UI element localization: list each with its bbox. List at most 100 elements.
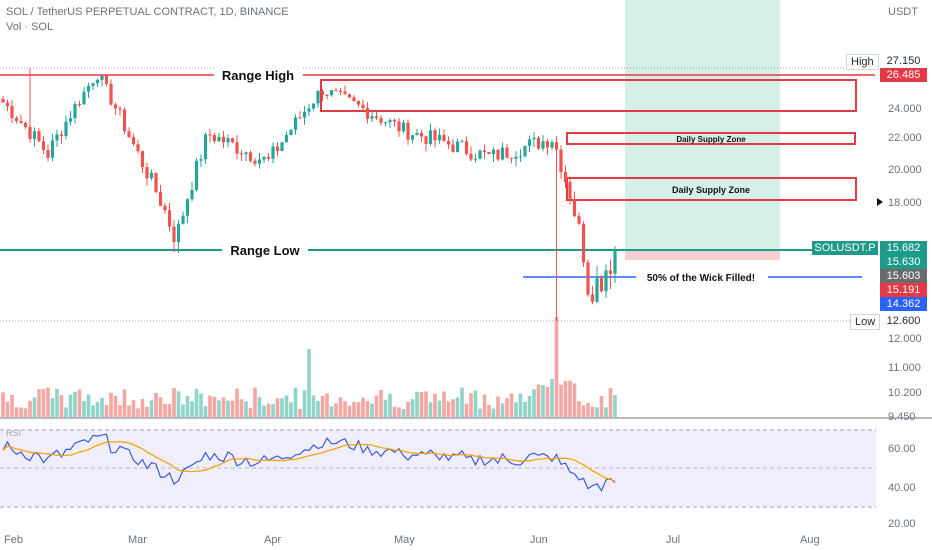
volume-bar xyxy=(46,387,50,417)
candle-body xyxy=(599,278,604,292)
candle-body xyxy=(487,151,491,155)
volume-bar xyxy=(284,395,289,417)
volume-bar xyxy=(536,384,541,417)
volume-bar xyxy=(19,407,23,417)
volume-bar xyxy=(289,402,293,417)
volume-bar xyxy=(140,398,145,417)
candle-body xyxy=(275,146,280,152)
candle-body xyxy=(545,141,550,148)
volume-bar xyxy=(446,401,451,417)
rsi-tick-40: 40.00 xyxy=(888,482,916,494)
candle-body xyxy=(293,117,298,130)
candle-body xyxy=(55,134,59,141)
volume-bar xyxy=(388,393,392,417)
candle-body xyxy=(113,104,118,109)
volume-bar xyxy=(500,403,505,417)
price-tag-4: 15.191 xyxy=(880,283,927,297)
candle-body xyxy=(446,140,451,145)
candle-body xyxy=(271,146,275,159)
candle-body xyxy=(244,152,248,155)
candle-body xyxy=(203,134,208,160)
candle-body xyxy=(46,149,50,158)
candle-body xyxy=(329,90,334,96)
volume-bar xyxy=(275,398,280,417)
volume-bar xyxy=(442,391,446,417)
rsi-ma-line xyxy=(2,441,616,482)
x-tick-apr: Apr xyxy=(264,534,281,546)
volume-bar xyxy=(55,388,59,417)
volume-bar xyxy=(172,388,176,417)
candle-body xyxy=(523,145,527,157)
volume-bar xyxy=(59,395,64,417)
candle-body xyxy=(266,156,271,159)
target-zone[interactable] xyxy=(625,0,780,251)
candle-body xyxy=(338,90,343,92)
candle-body xyxy=(154,172,158,193)
volume-bar xyxy=(77,389,82,417)
candle-body xyxy=(469,153,473,160)
candle-body xyxy=(59,134,64,137)
volume-bar xyxy=(217,400,221,417)
candle-body xyxy=(109,83,113,105)
candle-body xyxy=(419,132,424,137)
volume-bar xyxy=(464,403,469,417)
stop-zone[interactable] xyxy=(625,251,780,260)
wick-note-label: 50% of the Wick Filled! xyxy=(647,273,755,284)
volume-bar xyxy=(370,403,374,417)
candle-body xyxy=(158,192,163,206)
volume-bar xyxy=(32,397,37,417)
volume-bar xyxy=(190,401,194,417)
candle-body xyxy=(167,210,172,227)
volume-bar xyxy=(527,396,532,417)
volume-bar xyxy=(307,349,311,417)
volume-bar xyxy=(185,396,190,417)
candle-body xyxy=(5,102,10,107)
candle-body xyxy=(388,119,392,123)
price-tag-3: 15.603 xyxy=(880,269,927,283)
supply-zone-upper[interactable] xyxy=(320,79,857,112)
candle-body xyxy=(131,137,136,145)
volume-bar xyxy=(334,403,338,417)
candle-body xyxy=(73,103,77,119)
volume-bar xyxy=(365,401,370,417)
candle-body xyxy=(325,94,329,96)
volume-bar xyxy=(73,391,77,417)
volume-bar xyxy=(541,385,545,417)
candle-body xyxy=(311,103,316,109)
candle-body xyxy=(176,223,181,243)
volume-bar xyxy=(554,317,559,417)
volume-bar xyxy=(352,401,356,417)
high-label: High xyxy=(846,54,879,70)
volume-bar xyxy=(212,396,217,417)
volume-bar xyxy=(10,394,14,417)
volume-bar xyxy=(100,397,104,417)
candle-body xyxy=(437,134,442,141)
x-tick-jun: Jun xyxy=(530,534,548,546)
volume-bar xyxy=(460,387,464,417)
last-price-tag: 15.682 xyxy=(880,241,927,255)
volume-bar xyxy=(419,392,424,417)
volume-bar xyxy=(325,393,329,417)
candle-body xyxy=(581,223,586,263)
volume-bar xyxy=(469,393,473,417)
supply-zone-lower[interactable] xyxy=(566,177,857,201)
volume-bar xyxy=(91,405,95,417)
volume-bar xyxy=(505,398,509,417)
volume-bar xyxy=(545,386,550,417)
candle-body xyxy=(226,138,230,143)
candle-body xyxy=(401,122,406,132)
candle-body xyxy=(136,144,140,152)
range-high-label: Range High xyxy=(222,68,294,83)
candle-body xyxy=(100,75,104,80)
candle-body xyxy=(64,121,68,137)
x-tick-feb: Feb xyxy=(4,534,23,546)
volume-bar xyxy=(401,408,406,417)
supply-zone-mid[interactable] xyxy=(566,132,856,145)
volume-bar xyxy=(104,404,109,417)
volume-bar xyxy=(199,393,203,417)
candle-body xyxy=(91,83,95,86)
volume-bar xyxy=(203,406,208,417)
candle-body xyxy=(104,75,109,84)
volume-bar xyxy=(181,404,185,417)
